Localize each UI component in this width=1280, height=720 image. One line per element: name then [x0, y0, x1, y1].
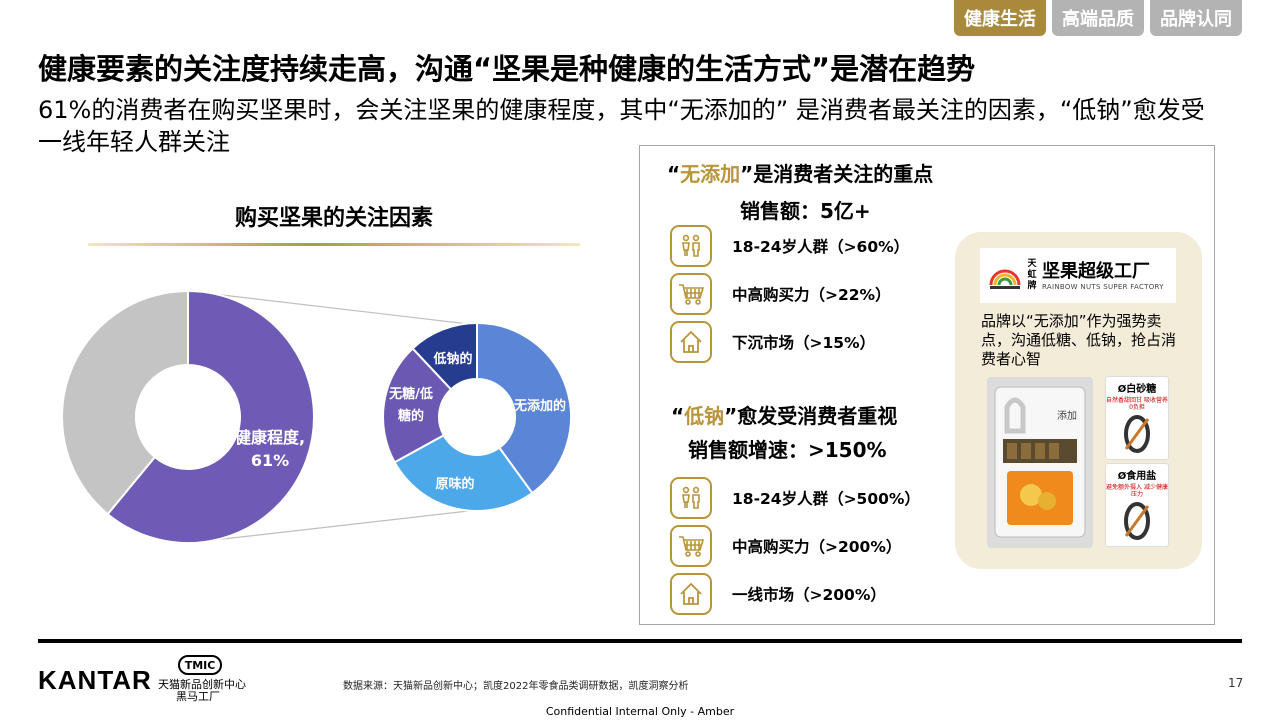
stat-text: 18-24岁人群（>60%）: [732, 238, 910, 256]
slice-value: 61%: [251, 451, 289, 470]
tmic-name-line2: 黑马工厂: [176, 690, 220, 703]
connector-line: [187, 509, 478, 544]
stat-text: 18-24岁人群（>500%）: [732, 490, 920, 508]
people-icon: [670, 225, 712, 267]
section1-heading: “无添加”是消费者关注的重点: [667, 158, 933, 187]
chart-connector-lines: [187, 290, 478, 544]
rainbow-logo-icon: [989, 269, 1021, 289]
section1-heading-rest: ”是消费者关注的重点: [740, 162, 934, 186]
house-icon: [670, 573, 712, 615]
brand-english-name: RAINBOW NUTS SUPER FACTORY: [1042, 282, 1164, 291]
tab-healthy-life[interactable]: 健康生活: [954, 0, 1046, 36]
tab-brand-recognition[interactable]: 品牌认同: [1150, 0, 1242, 36]
highlight-no-additive: 无添加: [680, 162, 741, 186]
people-icon: [670, 477, 712, 519]
section2-heading: “低钠”愈发受消费者重视: [671, 400, 897, 429]
donut-slice: [61, 289, 189, 516]
shopping-cart-icon: [670, 273, 712, 315]
slice-label: 糖的: [398, 408, 424, 424]
quote-mark: “: [671, 404, 685, 428]
stat-text: 中高购买力（>200%）: [732, 538, 902, 556]
brand-name-block: 坚果超级工厂 RAINBOW NUTS SUPER FACTORY: [1042, 261, 1164, 291]
tmic-name-line1: 天猫新品创新中心: [158, 678, 246, 691]
connector-line: [187, 290, 478, 326]
footer-divider: [38, 639, 1242, 643]
stat-text: 下沉市场（>15%）: [732, 334, 876, 352]
donut-chart-health: 健康程度, 61%: [61, 289, 315, 544]
slide-title: 健康要素的关注度持续走高，沟通“坚果是种健康的生活方式”是潜在趋势: [38, 52, 976, 86]
no-sugar-desc: 自然香甜回甘 吸收营养0负担: [1106, 397, 1168, 411]
product-image: 添加: [987, 377, 1093, 548]
gold-divider: [88, 243, 580, 246]
donut-slice: [393, 433, 534, 512]
section2-growth: 销售额增速：>150%: [688, 438, 887, 462]
no-salt-desc: 避免额外摄入 减少健康压力: [1106, 484, 1168, 498]
no-salt-card: Ø食用盐 避免额外摄入 减少健康压力: [1105, 463, 1169, 547]
tmic-logo: TMIC: [178, 655, 222, 675]
slice-label: 无添加的: [513, 398, 566, 414]
tab-premium-quality[interactable]: 高端品质: [1052, 0, 1144, 36]
highlight-low-sodium: 低钠: [684, 404, 725, 428]
quote-mark: “: [667, 162, 681, 186]
slice-label: 无糖/低: [388, 386, 433, 402]
section2-heading-rest: ”愈发受消费者重视: [724, 404, 898, 428]
no-sugar-title: Ø白砂糖: [1117, 384, 1157, 395]
stat-row: 18-24岁人群（>60%）: [670, 224, 909, 268]
brand-logo: 天虹牌 坚果超级工厂 RAINBOW NUTS SUPER FACTORY: [980, 248, 1176, 303]
house-icon: [670, 321, 712, 363]
no-salt-title: Ø食用盐: [1117, 471, 1157, 482]
product-label: 添加: [1057, 411, 1077, 422]
stat-row: 下沉市场（>15%）: [670, 320, 875, 364]
category-tabs: 健康生活 高端品质 品牌认同: [954, 0, 1242, 36]
donut-slice: [476, 321, 572, 495]
stat-row: 中高购买力（>200%）: [670, 524, 901, 568]
confidential-notice: Confidential Internal Only - Amber: [545, 705, 735, 718]
stat-row: 18-24岁人群（>500%）: [670, 476, 920, 520]
brand-description: 品牌以“无添加”作为强势卖点，沟通低糖、低钠，抢占消费者心智: [981, 312, 1177, 368]
donut-slice: [382, 347, 453, 464]
tmic-name: 天猫新品创新中心 黑马工厂: [158, 679, 246, 703]
stat-text: 一线市场（>200%）: [732, 586, 886, 604]
slice-label: 低钠的: [432, 351, 472, 367]
brand-small-label: 天虹牌: [1027, 259, 1037, 291]
slide-subtitle: 61%的消费者在购买坚果时，会关注坚果的健康程度，其中“无添加的” 是消费者最关…: [38, 96, 1205, 156]
data-source: 数据来源：天猫新品创新中心；凯度2022年零食品类调研数据，凯度洞察分析: [343, 681, 689, 692]
brand-name: 坚果超级工厂: [1042, 260, 1150, 282]
section1-sales: 销售额：5亿+: [740, 199, 871, 223]
kantar-logo: KANTAR: [38, 665, 152, 695]
slice-label: 原味的: [435, 476, 474, 492]
donut-slice: [106, 289, 315, 544]
page-number: 17: [1228, 676, 1244, 690]
shopping-cart-icon: [670, 525, 712, 567]
stat-row: 中高购买力（>22%）: [670, 272, 891, 316]
slice-label: 健康程度,: [235, 428, 305, 447]
stat-row: 一线市场（>200%）: [670, 572, 886, 616]
donut-slice: [411, 321, 478, 391]
zero-salt-icon: [1124, 502, 1150, 540]
stat-text: 中高购买力（>22%）: [732, 286, 891, 304]
no-sugar-card: Ø白砂糖 自然香甜回甘 吸收营养0负担: [1105, 376, 1169, 460]
chart-title: 购买坚果的关注因素: [234, 206, 433, 231]
zero-sugar-icon: [1124, 415, 1150, 453]
